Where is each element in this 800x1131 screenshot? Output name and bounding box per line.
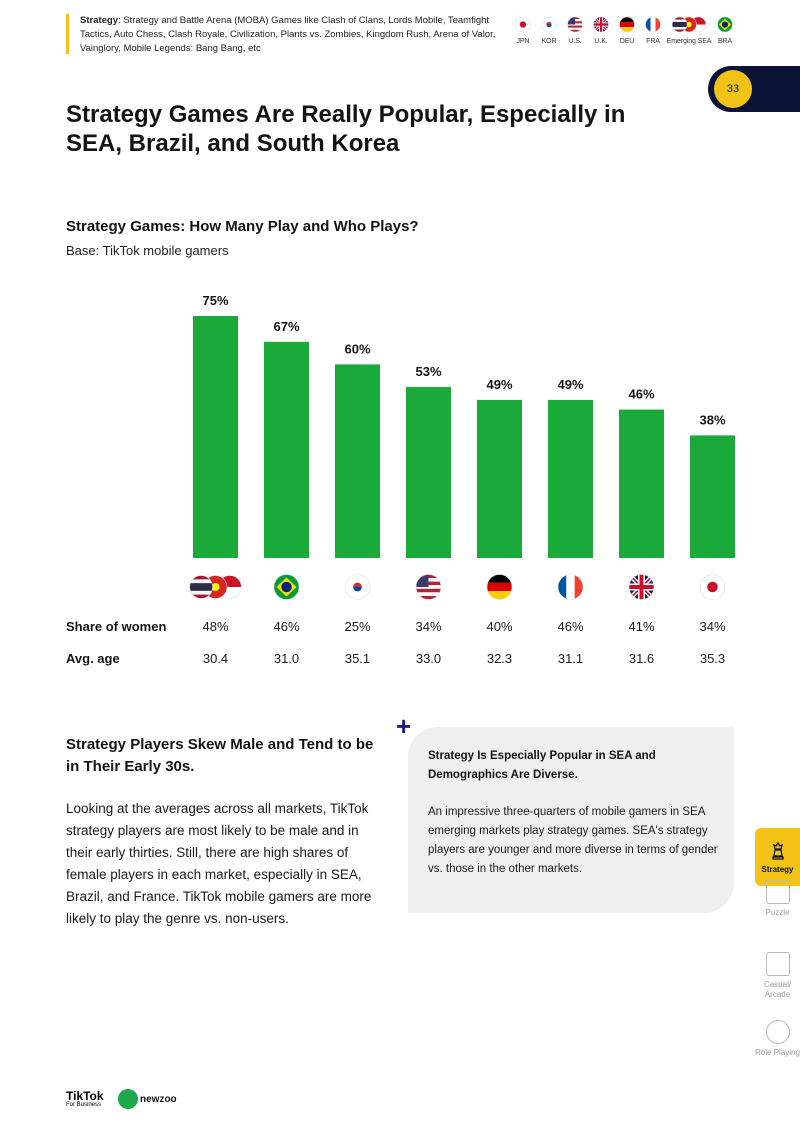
bar-value-label: 75% [202,293,228,308]
share-of-women-label: Share of women [66,619,167,634]
usa-flag-icon [567,16,583,33]
nav-item-role-playing[interactable]: Role Playing [755,1010,800,1068]
bar-value-label: 49% [486,377,512,392]
bar [619,409,664,558]
bar-value-label: 38% [699,412,725,427]
share-of-women-value: 34% [699,619,725,634]
bar-value-label: 49% [557,377,583,392]
usa-flag-icon [415,574,442,600]
market-label: U.S. [568,38,582,45]
avg-age-value: 31.0 [274,651,299,666]
brazil-flag-icon [717,16,733,33]
bar [406,386,451,558]
nav-item-casual-arcade[interactable]: Casual/ Arcade [755,947,800,1005]
market-label: FRA [646,38,660,45]
plus-icon: + [396,711,412,741]
nav-label-casual-arcade: Casual/ Arcade [763,980,792,999]
avg-age-value: 31.6 [629,651,654,666]
market-south-korea: KOR [536,16,562,45]
market-usa: U.S. [562,16,588,45]
avg-age-value: 35.1 [345,651,370,666]
share-of-women-value: 25% [344,619,370,634]
newzoo-mark-icon [118,1089,138,1109]
market-label: Emerging SEA [666,38,712,45]
uk-flag-icon [593,16,609,33]
market-label: KOR [541,38,557,45]
bar [335,364,380,558]
france-flag-icon [645,16,661,33]
sea-flag-icon [671,16,707,33]
section-title: Strategy Players Skew Male and Tend to b… [66,736,374,775]
bar [548,399,593,558]
genre-name: Strategy [80,15,119,26]
page-number: 33 [714,70,752,108]
chess-piece-icon [771,841,784,860]
nav-label-puzzle: Puzzle [765,908,790,917]
market-france: FRA [640,16,666,45]
bar-value-label: 53% [415,364,441,379]
market-label: U.K. [594,38,608,45]
share-of-women-value: 40% [486,619,512,634]
newzoo-logo: newzoo [118,1089,177,1109]
avg-age-value: 30.4 [203,651,228,666]
japan-flag-icon [699,574,726,600]
share-of-women-value: 48% [202,619,228,634]
bar [193,316,238,558]
arcade-icon [765,952,790,976]
sea-flag-icon [189,575,242,599]
market-uk: U.K. [588,16,614,45]
genre-definition: Strategy: Strategy and Battle Arena (MOB… [80,14,500,56]
avg-age-value: 32.3 [487,651,512,666]
japan-flag-icon [515,16,531,33]
market-label: BRA [717,38,733,45]
market-japan: JPN [510,16,536,45]
germany-flag-icon [619,16,635,33]
section-body: Looking at the averages across all marke… [66,801,372,926]
bar-value-label: 67% [273,319,299,334]
share-of-women-value: 46% [557,619,583,634]
chart-subtitle: Base: TikTok mobile gamers [66,243,229,258]
nav-label-role-playing: Role Playing [755,1048,800,1057]
market-flags: JPN KOR U.S. U.K. DEU FRA Emerging SEA BRA [510,16,738,45]
nav-item-puzzle[interactable]: Puzzle [755,870,800,928]
share-of-women-value: 34% [415,619,441,634]
market-label: JPN [516,38,530,45]
nav-label-strategy: Strategy [761,865,794,874]
role-playing-icon [765,1020,790,1044]
south-korea-flag-icon [541,16,557,33]
genre-description: : Strategy and Battle Arena (MOBA) Games… [80,15,496,54]
avg-age-value: 35.3 [700,651,725,666]
avg-age-label: Avg. age [66,651,120,666]
header-accent-bar [66,14,69,54]
puzzle-icon [765,880,790,904]
market-sea: Emerging SEA [666,16,712,45]
france-flag-icon [557,574,584,600]
avg-age-value: 33.0 [416,651,441,666]
nav-item-strategy[interactable]: Strategy [755,828,800,886]
chart-title: Strategy Games: How Many Play and Who Pl… [66,218,419,235]
share-of-women-value: 46% [273,619,299,634]
bar-value-label: 46% [628,387,654,402]
bar-value-label: 60% [344,341,370,356]
brazil-flag-icon [273,574,300,600]
bar [264,341,309,558]
newzoo-text: newzoo [140,1093,177,1105]
page-title: Strategy Games Are Really Popular, Espec… [66,101,626,157]
bar [690,435,735,558]
callout-box [408,727,734,913]
germany-flag-icon [486,574,513,600]
uk-flag-icon [628,574,655,600]
south-korea-flag-icon [344,574,371,600]
tiktok-logo: TikTok [66,1089,104,1103]
callout-heading: Strategy Is Especially Popular in SEA an… [428,750,656,781]
market-label: DEU [619,38,635,45]
tiktok-for-business: For Business [66,1102,102,1108]
market-germany: DEU [614,16,640,45]
share-of-women-value: 41% [628,619,654,634]
market-brazil: BRA [712,16,738,45]
avg-age-value: 31.1 [558,651,583,666]
callout-body: An impressive three-quarters of mobile g… [428,806,718,875]
bar [477,399,522,558]
strategy-bar-chart: 75% 48% 30.4 67% 46% 31.0 60% 25% 35.1 53% 34% 33.0… [189,293,735,666]
